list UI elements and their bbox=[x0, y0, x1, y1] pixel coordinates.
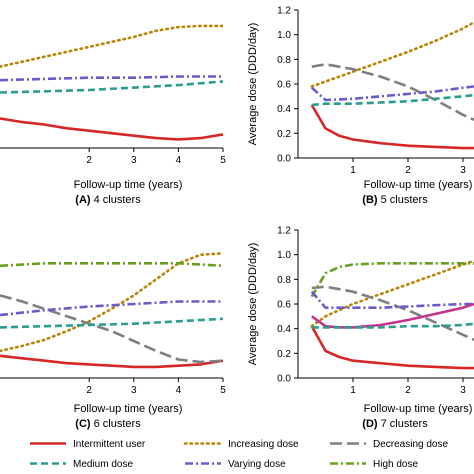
series-line-medium bbox=[311, 93, 474, 107]
panel-caption-text: 4 clusters bbox=[91, 194, 142, 206]
y-axis-label: Average dose (DDD/day) bbox=[247, 243, 259, 366]
y-tick-label: 1.2 bbox=[277, 6, 291, 17]
series-line-varying bbox=[0, 300, 223, 317]
legend-item-increasing: Increasing dose bbox=[183, 439, 299, 450]
y-tick-label: 0.8 bbox=[277, 275, 291, 286]
series-line-increasing bbox=[310, 20, 474, 88]
x-tick-label: 5 bbox=[220, 385, 226, 396]
panel-letter: (D) bbox=[362, 418, 378, 430]
legend-item-decreasing: Decreasing dose bbox=[330, 439, 448, 450]
series-line-intermittent bbox=[0, 354, 223, 369]
x-axis-label: Follow-up time (years) bbox=[364, 179, 473, 191]
series-group bbox=[310, 20, 474, 150]
y-tick-label: 1.2 bbox=[277, 226, 291, 237]
x-tick-label: 3 bbox=[460, 165, 466, 176]
series-line-increasing bbox=[0, 24, 223, 68]
series-line-medium bbox=[311, 322, 474, 329]
y-tick-label: 0.0 bbox=[277, 154, 291, 165]
series-line-high bbox=[310, 261, 474, 298]
series-line-decreasing bbox=[0, 294, 223, 364]
legend-label: Decreasing dose bbox=[373, 439, 448, 450]
series-group bbox=[0, 252, 223, 369]
panel-letter: (A) bbox=[75, 194, 91, 206]
x-tick-label: 4 bbox=[176, 155, 182, 166]
y-tick-label: 0.2 bbox=[277, 129, 291, 140]
panel-caption-text: 6 clusters bbox=[91, 418, 142, 430]
series-line-intermittent bbox=[310, 104, 474, 150]
series-line-decreasing bbox=[311, 63, 474, 121]
legend-item-varying: Varying dose bbox=[185, 459, 286, 470]
x-axis-label: Follow-up time (years) bbox=[74, 403, 183, 415]
y-tick-label: 0.4 bbox=[277, 104, 291, 115]
series-group bbox=[0, 24, 223, 141]
panel-d: 1 2 3 0.0 0.2 0.4 0.6 0.8 1.0 1.2 Average dose (DD… bbox=[247, 226, 474, 430]
y-axis-label: Average dose (DDD/day) bbox=[247, 23, 259, 146]
series-line-varying bbox=[310, 290, 474, 310]
y-tick-label: 0.6 bbox=[277, 80, 291, 91]
series-line-increasing bbox=[0, 252, 223, 353]
legend-label: Increasing dose bbox=[228, 439, 299, 450]
series-line-varying bbox=[310, 85, 474, 102]
legend: Intermittent user Increasing dose Decreasi… bbox=[30, 439, 448, 470]
panel-b: 1 2 3 0.0 0.2 0.4 0.6 0.8 1.0 1.2 Average dose (DD… bbox=[247, 6, 474, 206]
panel-letter: (B) bbox=[362, 194, 378, 206]
y-tick-label: 0.0 bbox=[277, 374, 291, 385]
panel-caption-text: 5 clusters bbox=[378, 194, 429, 206]
panel-caption: (A) 4 clusters bbox=[75, 194, 141, 206]
panel-caption: (D) 7 clusters bbox=[362, 418, 428, 430]
legend-label: Medium dose bbox=[73, 459, 133, 470]
x-tick-label: 3 bbox=[131, 385, 137, 396]
series-line-high bbox=[0, 261, 223, 268]
panel-a: 2 3 4 5 Follow-up time (years) (A) 4 clusters bbox=[0, 24, 226, 206]
panel-caption: (B) 5 clusters bbox=[362, 194, 428, 206]
x-tick-label: 2 bbox=[86, 385, 92, 396]
x-axis-label: Follow-up time (years) bbox=[74, 179, 183, 191]
x-tick-label: 3 bbox=[460, 385, 466, 396]
panel-c: 2 3 4 5 Follow-up time (years) (C) 6 clusters bbox=[0, 252, 226, 430]
legend-item-high: High dose bbox=[330, 459, 418, 470]
x-tick-label: 2 bbox=[405, 385, 411, 396]
legend-label: Intermittent user bbox=[73, 439, 146, 450]
y-tick-label: 0.2 bbox=[277, 349, 291, 360]
y-tick-label: 0.8 bbox=[277, 55, 291, 66]
x-tick-label: 2 bbox=[86, 155, 92, 166]
x-tick-label: 2 bbox=[405, 165, 411, 176]
x-tick-label: 4 bbox=[176, 385, 182, 396]
y-tick-label: 1.0 bbox=[277, 250, 291, 261]
series-line-intermittent bbox=[0, 117, 223, 141]
legend-item-medium: Medium dose bbox=[30, 459, 133, 470]
legend-label: High dose bbox=[373, 459, 418, 470]
series-line-medium bbox=[0, 317, 223, 329]
legend-item-intermittent: Intermittent user bbox=[30, 439, 146, 450]
x-axis-label: Follow-up time (years) bbox=[364, 403, 473, 415]
legend-label: Varying dose bbox=[228, 459, 286, 470]
y-tick-label: 0.4 bbox=[277, 324, 291, 335]
series-line-varying bbox=[0, 75, 223, 82]
panel-caption: (C) 6 clusters bbox=[75, 418, 141, 430]
y-tick-label: 0.6 bbox=[277, 300, 291, 311]
x-tick-label: 3 bbox=[131, 155, 137, 166]
series-line-increasing bbox=[310, 259, 474, 328]
x-tick-label: 5 bbox=[220, 155, 226, 166]
x-tick-label: 1 bbox=[350, 385, 356, 396]
series-line-medium bbox=[0, 80, 223, 94]
series-line-new-cluster bbox=[311, 302, 474, 329]
series-line-intermittent bbox=[310, 325, 474, 370]
x-tick-label: 1 bbox=[350, 165, 356, 176]
series-group bbox=[310, 259, 474, 370]
series-line-decreasing bbox=[311, 285, 474, 341]
panel-caption-text: 7 clusters bbox=[378, 418, 429, 430]
y-tick-label: 1.0 bbox=[277, 30, 291, 41]
panel-letter: (C) bbox=[75, 418, 91, 430]
